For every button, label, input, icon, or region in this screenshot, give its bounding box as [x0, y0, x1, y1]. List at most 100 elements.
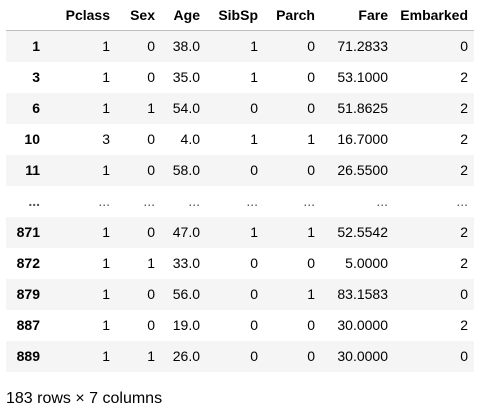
table-cell: 0 — [147, 317, 155, 333]
table-cell: 2 — [460, 162, 468, 178]
row-index: 872 — [16, 255, 40, 271]
table-cell: 0 — [250, 255, 258, 271]
table-cell: 33.0 — [172, 255, 200, 271]
table-cell: 0 — [250, 317, 258, 333]
table-cell: ... — [98, 193, 110, 209]
table-cell: 1 — [102, 162, 110, 178]
row-index: 11 — [25, 162, 40, 178]
column-header: Fare — [321, 0, 394, 31]
table-cell: 0 — [147, 162, 155, 178]
header-row: Pclass Sex Age SibSp Parch Fare Embarked — [6, 0, 474, 31]
row-index: 879 — [16, 286, 40, 302]
table-cell: 1 — [307, 131, 315, 147]
table-cell: 3 — [102, 131, 110, 147]
table-cell: 35.0 — [172, 69, 200, 85]
table-row: 10 3 0 4.0 1 1 16.7000 2 — [6, 124, 474, 155]
table-cell: 19.0 — [172, 317, 200, 333]
table-cell: ... — [303, 193, 315, 209]
row-index: 871 — [16, 224, 40, 240]
table-row: 3 1 0 35.0 1 0 53.1000 2 — [6, 62, 474, 93]
table-cell: 1 — [102, 69, 110, 85]
table-cell: 0 — [147, 286, 155, 302]
table-cell: 2 — [460, 224, 468, 240]
table-cell: 2 — [460, 317, 468, 333]
row-index: 1 — [32, 38, 40, 55]
column-header: Embarked — [394, 0, 474, 31]
table-cell: 0 — [460, 286, 468, 302]
row-index: 889 — [16, 348, 40, 364]
table-cell: 0 — [147, 38, 155, 55]
table-cell: 0 — [307, 348, 315, 364]
table-cell: ... — [143, 193, 155, 209]
table-cell: 2 — [460, 131, 468, 147]
table-cell: 52.5542 — [337, 224, 388, 240]
table-cell: 1 — [147, 100, 155, 116]
table-cell: 1 — [250, 69, 258, 85]
table-cell: 0 — [147, 224, 155, 240]
table-cell: 0 — [307, 317, 315, 333]
table-cell: 1 — [102, 100, 110, 116]
table-cell: 0 — [250, 348, 258, 364]
table-cell: 56.0 — [172, 286, 200, 302]
table-cell: 2 — [460, 255, 468, 271]
table-cell: 1 — [102, 224, 110, 240]
table-header: Pclass Sex Age SibSp Parch Fare Embarked — [6, 0, 474, 31]
table-row: 887 1 0 19.0 0 0 30.0000 2 — [6, 310, 474, 341]
table-cell: 1 — [102, 38, 110, 55]
column-header: Pclass — [46, 0, 116, 31]
table-cell: 47.0 — [172, 224, 200, 240]
table-cell: 5.0000 — [345, 255, 388, 271]
table-cell: 0 — [250, 162, 258, 178]
table-cell: 51.8625 — [337, 100, 388, 116]
table-row: 11 1 0 58.0 0 0 26.5500 2 — [6, 154, 474, 186]
table-cell: 38.0 — [172, 38, 200, 55]
table-cell: 1 — [102, 255, 110, 271]
row-index: 6 — [32, 100, 40, 116]
table-cell: 1 — [147, 255, 155, 271]
table-cell: 0 — [307, 100, 315, 116]
table-cell: 2 — [460, 69, 468, 85]
table-cell: 1 — [307, 286, 315, 302]
table-cell: 0 — [147, 69, 155, 85]
table-cell: 1 — [102, 348, 110, 364]
table-cell: 26.5500 — [337, 162, 388, 178]
row-index: ... — [28, 193, 40, 209]
table-cell: ... — [376, 193, 388, 209]
table-row: 889 1 1 26.0 0 0 30.0000 0 — [6, 340, 474, 372]
index-header — [6, 0, 46, 31]
table-cell: ... — [246, 193, 258, 209]
table-cell: 0 — [307, 162, 315, 178]
column-header: Age — [161, 0, 206, 31]
table-row: 872 1 1 33.0 0 0 5.0000 2 — [6, 248, 474, 279]
row-index: 10 — [24, 131, 40, 147]
row-index: 887 — [16, 317, 40, 333]
table-cell: ... — [456, 193, 468, 209]
table-cell: 30.0000 — [337, 348, 388, 364]
table-cell: 0 — [307, 38, 315, 55]
table-cell: 1 — [250, 38, 258, 55]
table-cell: 0 — [250, 286, 258, 302]
table-cell: ... — [188, 193, 200, 209]
table-cell: 4.0 — [180, 131, 200, 147]
table-row: 879 1 0 56.0 0 1 83.1583 0 — [6, 278, 474, 310]
table-body: 1 1 0 38.0 1 0 71.2833 0 3 1 0 35.0 1 0 53.1000 2 6 1 1 54.… — [6, 30, 474, 372]
table-cell: 0 — [460, 38, 468, 55]
table-cell: 54.0 — [172, 100, 200, 116]
table-row: 1 1 0 38.0 1 0 71.2833 0 — [6, 30, 474, 62]
table-cell: 30.0000 — [337, 317, 388, 333]
table-cell: 2 — [460, 100, 468, 116]
row-index: 3 — [32, 69, 40, 85]
table-cell: 16.7000 — [337, 131, 388, 147]
table-row: 6 1 1 54.0 0 0 51.8625 2 — [6, 92, 474, 124]
table-cell: 1 — [147, 348, 155, 364]
table-cell: 83.1583 — [337, 286, 388, 302]
table-cell: 1 — [250, 131, 258, 147]
column-header: Parch — [264, 0, 321, 31]
table-shape-caption: 183 rows × 7 columns — [6, 390, 163, 407]
dataframe-table: Pclass Sex Age SibSp Parch Fare Embarked 1 1 0 38… — [6, 0, 474, 372]
table-cell: 1 — [307, 224, 315, 240]
table-cell: 0 — [250, 100, 258, 116]
table-cell: 71.2833 — [337, 38, 388, 55]
ellipsis-row: ........................ — [6, 186, 474, 217]
